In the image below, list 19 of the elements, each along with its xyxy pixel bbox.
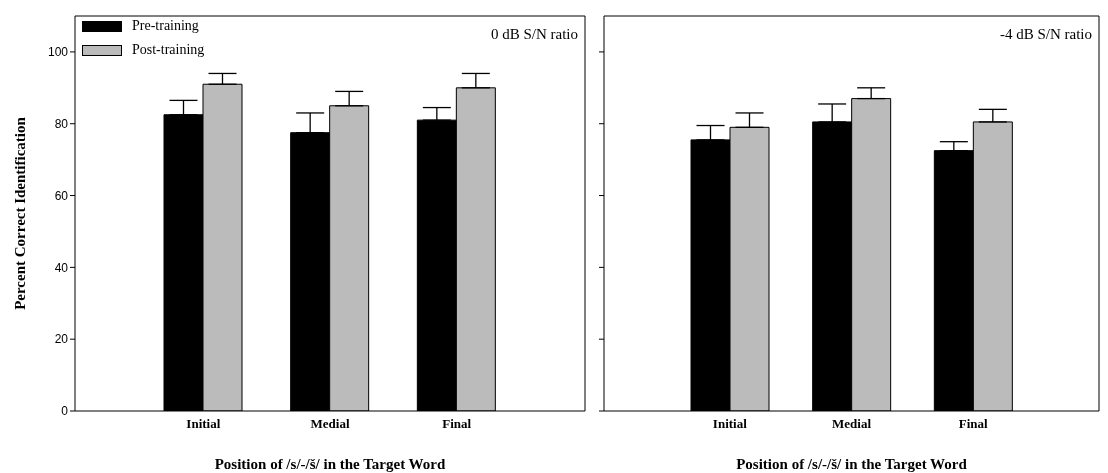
y-axis-title: Percent Correct Identification (12, 116, 29, 310)
x-tick-label: Medial (832, 416, 872, 432)
annotation: -4 dB S/N ratio (999, 26, 1092, 43)
x-tick-label: Initial (712, 416, 748, 432)
y-tick-label: 40 (54, 260, 69, 275)
x-tick-label: Medial (310, 416, 350, 432)
x-axis-title: Position of /s/-/š/ in the Target Word (214, 456, 446, 472)
y-tick-label: 0 (61, 404, 69, 419)
y-tick-label: 100 (47, 45, 69, 60)
annotation: 0 dB S/N ratio (490, 26, 578, 43)
legend-label: Post-training (132, 41, 205, 59)
x-tick-label: Final (958, 416, 988, 432)
x-tick-label: Initial (186, 416, 221, 432)
x-axis-title: Position of /s/-/š/ in the Target Word (736, 456, 968, 472)
y-tick-label: 80 (54, 116, 69, 131)
y-tick-label: 60 (54, 188, 69, 203)
legend-label: Pre-training (132, 17, 199, 35)
y-tick-label: 20 (54, 332, 69, 347)
x-tick-label: Final (442, 416, 472, 432)
